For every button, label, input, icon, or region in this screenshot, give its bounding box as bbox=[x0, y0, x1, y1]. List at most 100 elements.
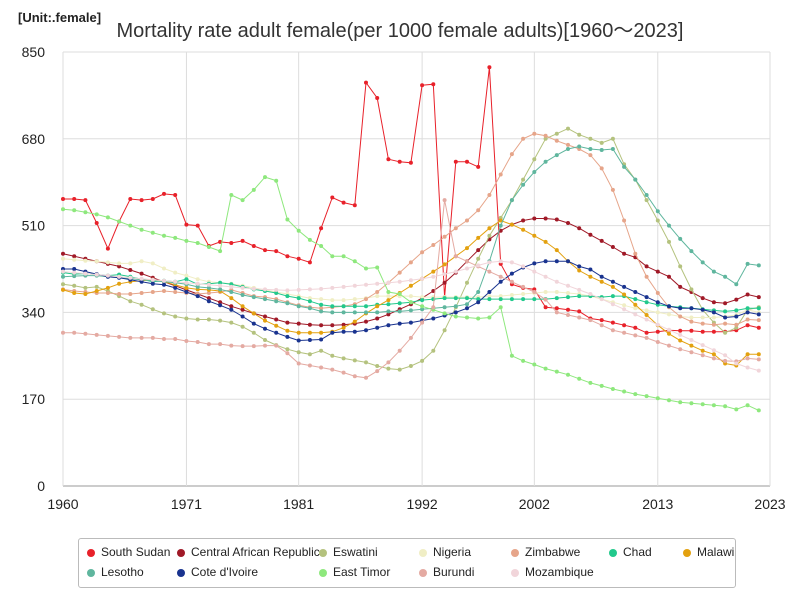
data-point bbox=[566, 142, 570, 147]
data-point bbox=[420, 276, 425, 281]
data-point bbox=[543, 290, 548, 294]
series-east-timor bbox=[61, 175, 761, 413]
data-point bbox=[453, 310, 458, 315]
data-point bbox=[397, 292, 402, 296]
data-point bbox=[453, 304, 458, 309]
data-point bbox=[341, 356, 346, 361]
data-point bbox=[72, 291, 77, 295]
data-point bbox=[442, 328, 447, 333]
data-point bbox=[206, 291, 211, 295]
legend: South Sudan Central African Republic Eswat… bbox=[78, 538, 736, 588]
x-tick-label: 1992 bbox=[407, 496, 438, 512]
data-point bbox=[263, 297, 267, 302]
data-point bbox=[723, 321, 728, 326]
series-chad bbox=[61, 270, 761, 314]
data-point bbox=[711, 329, 716, 334]
data-point bbox=[330, 323, 335, 328]
data-point bbox=[61, 251, 65, 256]
data-point bbox=[83, 331, 88, 336]
data-point bbox=[173, 235, 178, 240]
data-point bbox=[330, 254, 335, 259]
data-point bbox=[274, 287, 279, 292]
data-point bbox=[756, 357, 761, 362]
data-point bbox=[307, 338, 312, 342]
data-point bbox=[375, 294, 380, 299]
data-point bbox=[633, 290, 638, 294]
data-point bbox=[251, 244, 256, 248]
data-point bbox=[610, 284, 615, 289]
data-point bbox=[408, 308, 413, 313]
data-point bbox=[498, 305, 503, 310]
data-point bbox=[341, 284, 346, 289]
data-point bbox=[364, 310, 368, 315]
data-point bbox=[532, 170, 537, 174]
series-zimbabwe bbox=[61, 131, 761, 327]
data-point bbox=[554, 153, 559, 158]
data-point bbox=[487, 290, 492, 294]
data-point bbox=[554, 306, 559, 311]
data-point bbox=[644, 193, 649, 197]
data-point bbox=[240, 198, 245, 203]
data-point bbox=[711, 348, 716, 353]
data-point bbox=[498, 223, 503, 228]
data-point bbox=[633, 333, 638, 338]
grid-lines bbox=[62, 51, 771, 487]
data-point bbox=[689, 306, 694, 311]
data-point bbox=[734, 308, 739, 313]
data-point bbox=[543, 297, 548, 302]
data-point bbox=[689, 328, 694, 333]
data-point bbox=[285, 254, 290, 259]
data-point bbox=[364, 266, 368, 271]
series-lesotho bbox=[61, 144, 761, 315]
series-line-malawi bbox=[62, 219, 759, 367]
data-point bbox=[588, 380, 593, 385]
data-point bbox=[476, 208, 481, 213]
data-point bbox=[711, 352, 716, 357]
legend-label: Mozambique bbox=[525, 565, 594, 579]
data-point bbox=[689, 350, 694, 355]
data-point bbox=[364, 297, 368, 302]
data-point bbox=[173, 270, 178, 275]
data-point bbox=[94, 272, 99, 277]
x-tick-label: 2023 bbox=[754, 496, 785, 512]
data-point bbox=[105, 246, 110, 251]
data-point bbox=[577, 376, 582, 381]
legend-swatch bbox=[511, 549, 519, 557]
data-point bbox=[700, 329, 705, 334]
data-point bbox=[509, 353, 514, 358]
data-point bbox=[397, 367, 402, 372]
data-point bbox=[352, 319, 357, 324]
data-point bbox=[61, 207, 65, 212]
data-point bbox=[195, 281, 200, 286]
data-point bbox=[285, 301, 290, 306]
data-point bbox=[386, 360, 391, 365]
data-point bbox=[72, 257, 77, 262]
data-point bbox=[150, 261, 155, 266]
data-point bbox=[139, 335, 144, 340]
data-point bbox=[61, 282, 65, 287]
legend-swatch bbox=[419, 569, 427, 577]
data-point bbox=[566, 259, 570, 264]
data-point bbox=[667, 331, 671, 336]
data-point bbox=[263, 318, 267, 323]
data-point bbox=[408, 160, 413, 165]
data-point bbox=[509, 152, 514, 157]
data-point bbox=[206, 285, 211, 290]
data-point bbox=[184, 238, 189, 243]
data-point bbox=[431, 305, 436, 310]
data-point bbox=[117, 334, 122, 339]
data-point bbox=[431, 269, 436, 274]
data-point bbox=[588, 274, 593, 279]
data-point bbox=[420, 304, 425, 309]
data-point bbox=[442, 262, 447, 267]
data-point bbox=[386, 309, 391, 314]
data-point bbox=[184, 316, 189, 321]
data-point bbox=[588, 318, 593, 323]
data-point bbox=[465, 218, 469, 223]
data-point bbox=[206, 296, 211, 301]
data-point bbox=[206, 342, 211, 347]
data-point bbox=[195, 340, 200, 344]
data-point bbox=[274, 291, 279, 295]
data-point bbox=[599, 297, 604, 302]
data-point bbox=[633, 392, 638, 397]
